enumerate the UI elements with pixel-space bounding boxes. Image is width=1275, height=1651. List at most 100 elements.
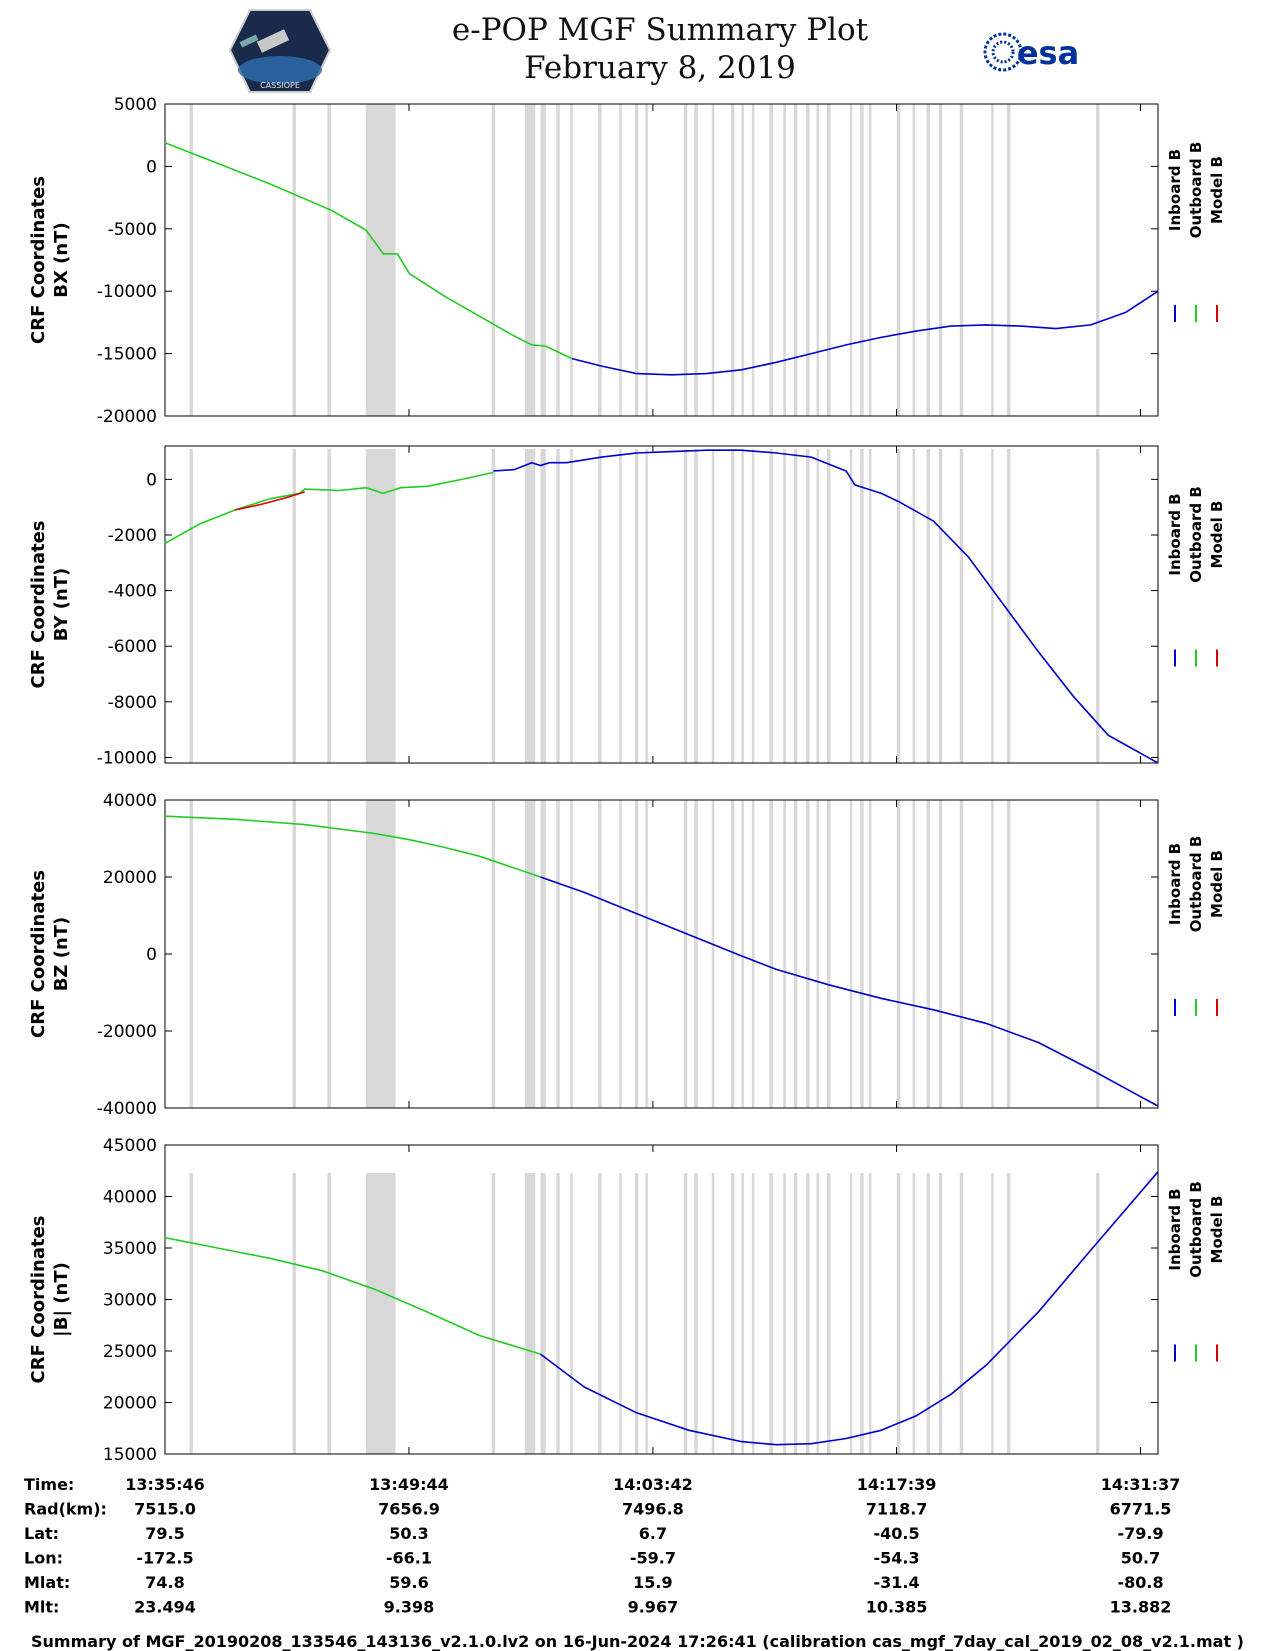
data-gap-14: [683, 1173, 688, 1454]
legend-label: Model B: [1208, 850, 1226, 918]
data-gap-26: [849, 104, 853, 416]
info-row-value: 7656.9: [378, 1500, 440, 1519]
info-row-value: 14:31:37: [1101, 1475, 1181, 1494]
data-gap-29: [896, 104, 901, 416]
data-gap-27: [860, 104, 864, 416]
data-gap-21: [783, 800, 786, 1108]
data-gap-12: [634, 1173, 639, 1454]
data-gap-9: [570, 104, 573, 416]
info-row-value: 59.6: [389, 1573, 428, 1592]
data-gap-20: [769, 1173, 773, 1454]
data-gap-12: [634, 104, 639, 416]
y-axis-label: BZ (nT): [51, 917, 72, 992]
legend-label: Model B: [1208, 501, 1226, 569]
panel-3: 40000 20000 0 -20000 -40000 CRF Coordinates BZ…: [28, 791, 1226, 1119]
data-gap-28: [868, 800, 872, 1108]
y-tick-label: 25000: [103, 1342, 157, 1362]
y-tick-label: 40000: [103, 1188, 157, 1208]
data-gap-30: [912, 104, 916, 416]
panel-1: 5000 0 -5000 -10000 -15000 -20000 CRF Coordina…: [28, 95, 1226, 427]
y-tick-label: 45000: [103, 1136, 157, 1156]
data-gap-30: [912, 1173, 916, 1454]
data-gap-13: [645, 800, 648, 1108]
info-row-value: 13.882: [1110, 1598, 1172, 1617]
data-gap-9: [570, 449, 573, 763]
data-gap-10: [598, 104, 602, 416]
data-gap-27: [860, 449, 864, 763]
data-gap-22: [793, 104, 798, 416]
data-gap-2: [292, 800, 297, 1108]
data-gap-16: [711, 104, 715, 416]
data-gap-8: [556, 1173, 560, 1454]
data-gap-26: [849, 800, 853, 1108]
data-gap-23: [806, 104, 810, 416]
data-gap-5: [491, 800, 496, 1108]
y-tick-label: -10000: [97, 748, 157, 768]
info-row-value: 6.7: [639, 1524, 667, 1543]
data-gap-31: [926, 449, 931, 763]
data-gap-20: [769, 800, 773, 1108]
data-gap-36: [1095, 800, 1100, 1108]
data-gap-31: [926, 104, 931, 416]
legend-label: Model B: [1208, 156, 1226, 224]
data-gap-12: [634, 800, 639, 1108]
data-gap-32: [938, 104, 943, 416]
data-gap-17: [730, 800, 735, 1108]
data-gap-26: [849, 449, 853, 763]
legend-label: Outboard B: [1187, 486, 1205, 583]
data-gap-27: [860, 800, 864, 1108]
data-gap-22: [793, 449, 798, 763]
data-gap-15: [694, 104, 698, 416]
panel-2: 0 -2000 -4000 -6000 -8000 -10000 CRF Coordinat…: [28, 445, 1226, 768]
data-gap-6: [524, 104, 536, 416]
title-line-1: e-POP MGF Summary Plot: [451, 12, 869, 48]
y-tick-label: 0: [146, 157, 157, 177]
data-gap-35: [1006, 449, 1011, 763]
data-gap-11: [619, 1173, 622, 1454]
data-gap-14: [683, 449, 688, 763]
data-gap-29: [896, 800, 901, 1108]
data-gap-3: [327, 1173, 331, 1454]
data-gap-19: [751, 800, 755, 1108]
y-tick-label: -15000: [97, 345, 157, 365]
data-gap-3: [327, 800, 331, 1108]
info-row-value: 6771.5: [1110, 1500, 1172, 1519]
data-gap-16: [711, 449, 715, 763]
esa-logo: esa: [983, 32, 1079, 72]
info-row-label: Lat:: [24, 1524, 59, 1543]
data-gap-4: [365, 1173, 396, 1454]
cassiope-logo-text: CASSIOPE: [260, 81, 300, 90]
data-gap-7: [540, 104, 546, 416]
data-gap-9: [570, 1173, 573, 1454]
series-inboard-b: [540, 876, 1159, 1107]
data-gap-2: [292, 449, 297, 763]
data-gap-36: [1095, 449, 1100, 763]
esa-logo-text: esa: [1017, 34, 1079, 72]
info-row-value: -59.7: [630, 1549, 676, 1568]
data-gap-34: [991, 104, 994, 416]
series-outboard-b: [164, 815, 541, 878]
data-gap-34: [991, 800, 994, 1108]
data-gap-32: [938, 800, 943, 1108]
title-line-2: February 8, 2019: [524, 50, 796, 86]
data-gap-1: [189, 800, 193, 1108]
data-gap-11: [619, 104, 622, 416]
data-gap-9: [570, 800, 573, 1108]
data-gap-35: [1006, 1173, 1011, 1454]
data-gap-26: [849, 1173, 853, 1454]
data-gap-18: [741, 1173, 744, 1454]
data-gap-36: [1095, 104, 1100, 416]
data-gap-8: [556, 104, 560, 416]
data-gap-6: [524, 800, 536, 1108]
data-gap-4: [365, 800, 396, 1108]
data-gap-2: [292, 1173, 297, 1454]
info-row-value: 13:49:44: [369, 1475, 449, 1494]
info-row-label: Mlt:: [24, 1598, 59, 1617]
data-gap-2: [292, 104, 297, 416]
data-gap-25: [827, 800, 831, 1108]
data-gap-25: [827, 449, 831, 763]
info-row-value: 9.398: [384, 1598, 435, 1617]
legend-label: Inboard B: [1166, 1188, 1184, 1270]
data-gap-34: [991, 1173, 994, 1454]
